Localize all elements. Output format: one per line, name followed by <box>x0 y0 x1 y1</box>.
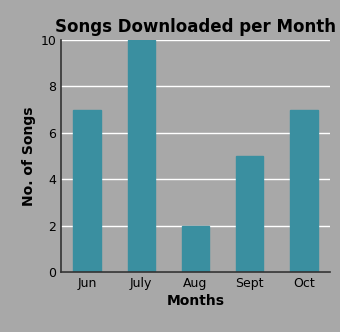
Bar <box>182 226 209 272</box>
Bar <box>290 110 318 272</box>
Bar <box>73 110 101 272</box>
X-axis label: Months: Months <box>167 294 224 308</box>
Y-axis label: No. of Songs: No. of Songs <box>22 106 36 206</box>
Title: Songs Downloaded per Month: Songs Downloaded per Month <box>55 18 336 36</box>
Bar <box>236 156 263 272</box>
Bar <box>128 40 155 272</box>
